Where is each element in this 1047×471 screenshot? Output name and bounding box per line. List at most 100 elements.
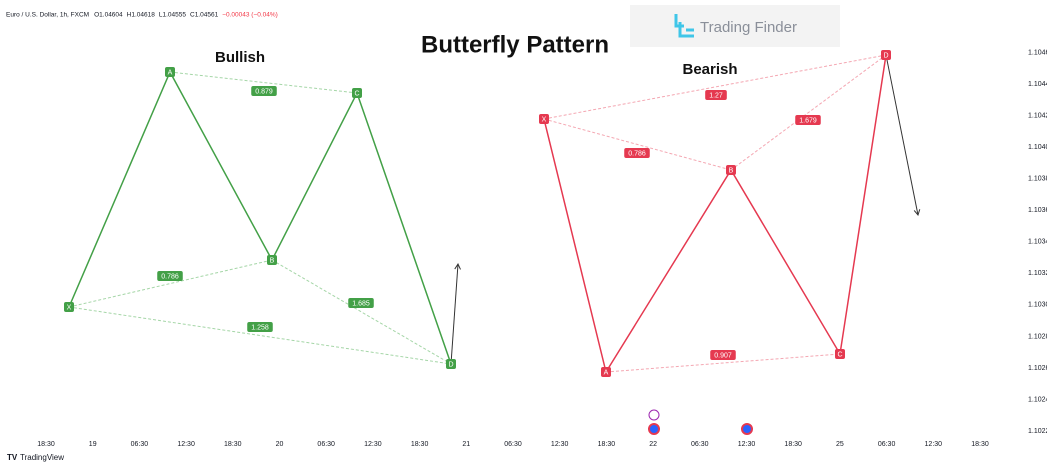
time-label: 21 — [462, 441, 470, 448]
title: Butterfly Pattern — [421, 31, 609, 58]
ratio-line — [271, 259, 452, 365]
point-badge — [64, 302, 74, 312]
change: −0.00043 (−0.04%) — [222, 12, 278, 19]
point-label: X — [542, 116, 547, 123]
time-label: 22 — [649, 441, 657, 448]
price-label: 1.1022 — [1028, 428, 1047, 435]
price-label: 1.1042 — [1028, 112, 1047, 119]
ohlc-key: O — [94, 12, 99, 19]
time-label: 06:30 — [878, 441, 896, 448]
point-label: X — [67, 304, 72, 311]
time-label: 12:30 — [551, 441, 569, 448]
point-label: A — [168, 69, 173, 76]
ohlc-key: H — [127, 12, 132, 19]
ratio-line — [68, 306, 452, 365]
price-label: 1.1026 — [1028, 365, 1047, 372]
price-label: 1.1038 — [1028, 176, 1047, 183]
ratio-label: 1.685 — [352, 300, 370, 307]
ratio-badge — [157, 271, 183, 281]
point-label: B — [270, 257, 275, 264]
time-label: 18:30 — [411, 441, 429, 448]
time-label: 18:30 — [971, 441, 989, 448]
point-label: C — [837, 351, 842, 358]
point-badge — [352, 88, 362, 98]
point-label: B — [729, 167, 734, 174]
time-label: 18:30 — [224, 441, 242, 448]
point-badge — [835, 349, 845, 359]
projection-arrow — [450, 263, 459, 365]
ohlc-key: C — [190, 12, 195, 19]
point-badge — [539, 114, 549, 124]
point-label: C — [354, 90, 359, 97]
ratio-label: 0.879 — [255, 88, 273, 95]
event-icon — [741, 423, 753, 435]
ratio-line — [543, 54, 887, 120]
time-label: 25 — [836, 441, 844, 448]
projection-arrow — [885, 54, 919, 216]
time-label: 18:30 — [598, 441, 616, 448]
ratio-line — [730, 54, 887, 171]
tv-logo: TV — [7, 453, 18, 462]
ratio-badge — [251, 86, 277, 96]
ratio-line — [543, 118, 732, 171]
logo-icon — [674, 14, 694, 38]
logo-panel — [630, 5, 840, 47]
point-label: D — [883, 52, 888, 59]
price-label: 1.1032 — [1028, 270, 1047, 277]
ohlc-value: 1.04561 — [195, 12, 219, 19]
time-label: 20 — [276, 441, 284, 448]
price-label: 1.1040 — [1028, 144, 1047, 151]
price-label: 1.1024 — [1028, 396, 1047, 403]
footer: TradingView — [20, 453, 64, 462]
ratio-badge — [710, 350, 736, 360]
ratio-label: 1.679 — [799, 117, 817, 124]
pattern-name: Bullish — [215, 49, 265, 66]
ratio-badge — [795, 115, 821, 125]
ratio-label: 0.786 — [628, 150, 646, 157]
time-label: 18:30 — [784, 441, 802, 448]
price-label: 1.1030 — [1028, 302, 1047, 309]
time-label: 06:30 — [691, 441, 709, 448]
point-label: A — [604, 369, 609, 376]
time-label: 06:30 — [317, 441, 335, 448]
point-label: D — [448, 361, 453, 368]
pattern-name: Bearish — [682, 61, 737, 78]
point-badge — [881, 50, 891, 60]
event-icon — [648, 409, 660, 421]
ratio-badge — [348, 298, 374, 308]
arrow-head — [913, 209, 921, 217]
time-label: 12:30 — [177, 441, 195, 448]
ohlc-value: 1.04604 — [99, 12, 123, 19]
symbol: Euro / U.S. Dollar, 1h, FXCM — [6, 12, 89, 19]
ratio-line — [605, 353, 841, 373]
ratio-badge — [247, 322, 273, 332]
price-label: 1.1034 — [1028, 239, 1047, 246]
ratio-badge — [705, 90, 727, 100]
time-label: 18:30 — [37, 441, 55, 448]
time-label: 12:30 — [925, 441, 943, 448]
ratio-label: 0.786 — [161, 273, 179, 280]
price-label: 1.1046 — [1028, 49, 1047, 56]
point-badge — [165, 67, 175, 77]
point-badge — [267, 255, 277, 265]
ratio-label: 1.27 — [709, 92, 723, 99]
time-label: 19 — [89, 441, 97, 448]
time-label: 12:30 — [738, 441, 756, 448]
ratio-label: 1.258 — [251, 324, 269, 331]
point-badge — [726, 165, 736, 175]
ratio-badge — [624, 148, 650, 158]
ratio-label: 0.907 — [714, 352, 732, 359]
price-label: 1.1036 — [1028, 207, 1047, 214]
point-badge — [601, 367, 611, 377]
arrow-head — [454, 262, 461, 270]
event-icon — [648, 423, 660, 435]
ratio-line — [169, 71, 358, 94]
ohlc-key: L — [159, 12, 163, 19]
price-label: 1.1044 — [1028, 81, 1047, 88]
ohlc-value: 1.04618 — [131, 12, 155, 19]
time-label: 06:30 — [504, 441, 522, 448]
time-label: 06:30 — [131, 441, 149, 448]
point-badge — [446, 359, 456, 369]
